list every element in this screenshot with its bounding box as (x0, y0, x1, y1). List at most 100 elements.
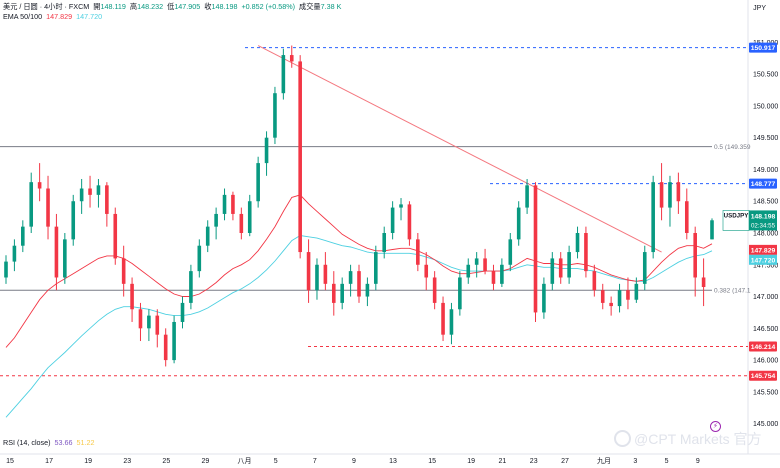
high-value: 148.232 (137, 2, 164, 11)
y-tick-label: 150.500 (753, 72, 778, 79)
candle-body (46, 188, 50, 227)
x-tick-label: 19 (84, 458, 92, 465)
candle-body (105, 185, 109, 214)
candle-body (407, 204, 412, 240)
candle-body (617, 290, 622, 307)
candle-body (592, 271, 597, 291)
candle-body (281, 55, 286, 94)
candle-body (390, 207, 395, 233)
candle-body (651, 182, 655, 253)
candle-body (121, 258, 126, 284)
x-tick-label: 5 (665, 458, 669, 465)
ema50-tag (749, 244, 777, 255)
currency-label[interactable]: JPY (753, 5, 766, 12)
candle-body (491, 271, 496, 284)
level-tag-text: 150.917 (751, 45, 776, 52)
candle-body (432, 277, 437, 303)
candle-body (676, 182, 681, 202)
candle-body (273, 93, 277, 138)
y-tick-label: 145.500 (753, 389, 778, 396)
change-value: +0.852 (+0.58%) (241, 2, 296, 11)
candle-body (306, 252, 311, 291)
x-tick-label: 23 (123, 458, 131, 465)
countdown-text: 02:34:55 (751, 222, 776, 229)
candle-body (550, 258, 555, 284)
ema100-line (5, 235, 713, 418)
symbol-header: 美元 / 日圆 · 4小时 · FXCM 開148.119 高148.232 低… (3, 2, 343, 12)
candle-body (365, 283, 370, 297)
candle-body (626, 290, 630, 300)
candle-body (130, 283, 134, 310)
y-tick-label: 148.000 (753, 231, 778, 238)
fib-label: 0.382 (147.1 (714, 288, 751, 295)
candle-body (21, 226, 25, 246)
candle-body (264, 137, 269, 164)
x-tick-label: 19 (467, 458, 475, 465)
x-tick-label: 21 (499, 458, 507, 465)
candle-body (71, 201, 76, 240)
ema-legend: EMA 50/100 147.829 147.720 (3, 12, 104, 21)
candle-body (147, 315, 151, 329)
candle-body (63, 239, 67, 278)
candle-body (180, 302, 185, 322)
candle-body (163, 334, 168, 361)
level-tag-support-145 (749, 370, 777, 381)
watermark-logo-icon (614, 430, 631, 447)
candle-body (79, 188, 84, 202)
x-tick-label: 9 (352, 458, 356, 465)
candle-body (416, 239, 420, 265)
candle-body (609, 302, 613, 307)
ema50-tag-text: 147.829 (751, 247, 776, 254)
candle-body (298, 61, 302, 253)
candle-body (231, 194, 235, 214)
candle-body (247, 201, 252, 233)
candle-body (584, 233, 588, 272)
candle-body (693, 233, 697, 278)
candle-body (516, 207, 521, 240)
current-price-text: 148.198 (751, 213, 776, 220)
candle-body (600, 290, 605, 303)
x-tick-label: 13 (389, 458, 397, 465)
x-tick-label: 25 (162, 458, 170, 465)
y-tick-label: 147.000 (753, 294, 778, 301)
fib-label: 0.5 (149.359 (714, 144, 751, 151)
ema100-value: 147.720 (76, 12, 103, 21)
candle-body (323, 264, 328, 284)
candle-body (197, 245, 202, 272)
candle-body (500, 264, 504, 284)
candle-body (214, 213, 218, 227)
candle-body (542, 283, 546, 313)
y-tick-label: 146.500 (753, 326, 778, 333)
ema100-tag-text: 147.720 (751, 257, 776, 264)
watermark-text: @CPT Markets 官方 (634, 431, 762, 447)
lightning-event-icon[interactable]: ⚡ (710, 421, 721, 432)
candle-body (138, 309, 143, 329)
x-tick-label: 29 (202, 458, 210, 465)
candle-body (508, 239, 513, 265)
close-value: 148.198 (211, 2, 238, 11)
symbol-line: 美元 / 日圆 · 4小时 · FXCM (3, 2, 90, 11)
candle-body (315, 264, 319, 291)
candle-body (340, 283, 344, 303)
candle-body (684, 201, 689, 233)
candle-body (399, 204, 403, 208)
candle-body (659, 182, 664, 208)
low-label: 低 (167, 2, 175, 11)
trendline (257, 45, 662, 253)
candle-body (189, 271, 193, 303)
candle-body (29, 182, 34, 227)
candle-body (239, 213, 244, 233)
candle-body (374, 252, 378, 284)
candle-body (54, 226, 59, 278)
candle-body (37, 182, 42, 189)
candle-body (172, 321, 176, 361)
candle-body (449, 309, 454, 335)
candle-body (331, 283, 336, 303)
level-tag-resistance-high (749, 42, 777, 53)
candle-body (474, 258, 479, 265)
candle-body (575, 233, 580, 253)
candle-body (155, 315, 160, 335)
candle-body (4, 261, 8, 278)
